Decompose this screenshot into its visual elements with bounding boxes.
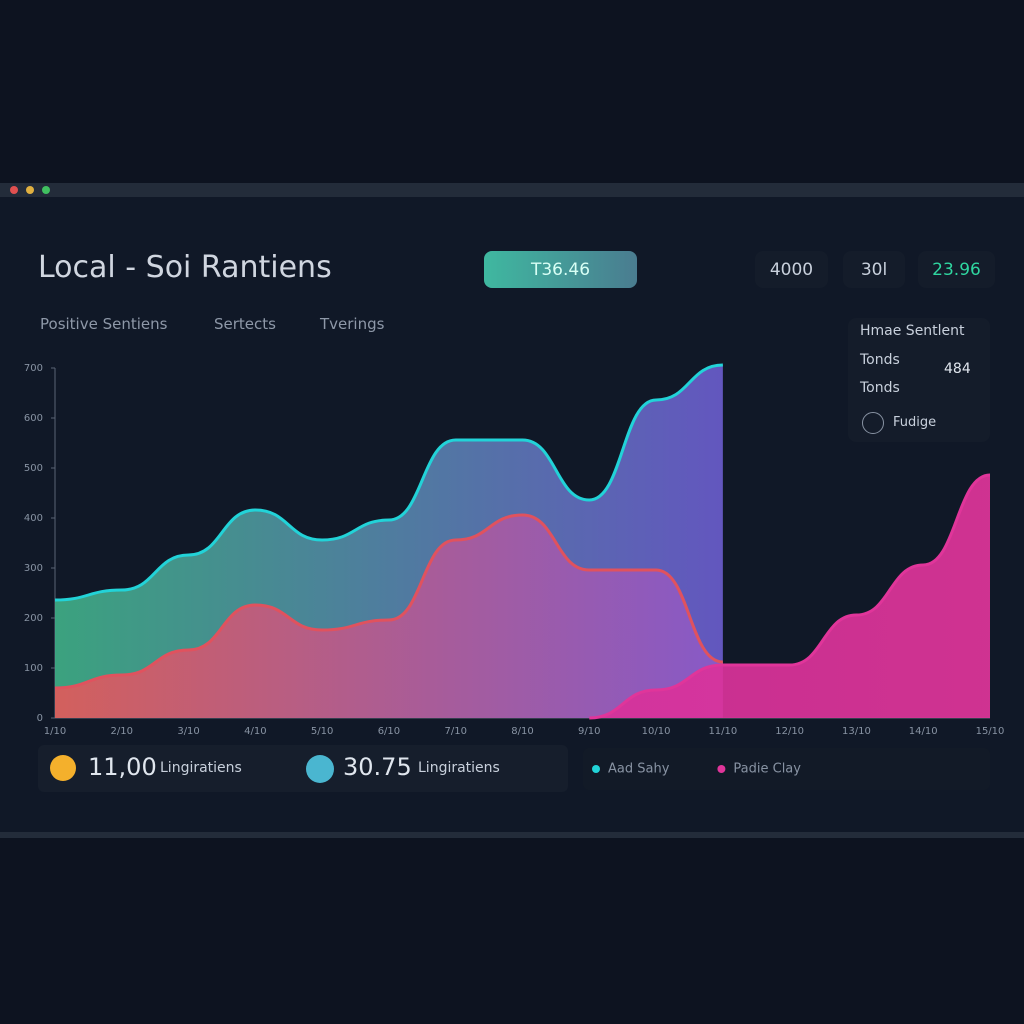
summary-value: 11,00: [88, 753, 157, 781]
panel-icon[interactable]: [862, 412, 884, 434]
y-tick-label: 300: [24, 563, 43, 574]
x-tick-label: 3/10: [177, 726, 199, 737]
y-tick-label: 600: [24, 413, 43, 424]
summary-box: [38, 745, 568, 792]
y-tick-label: 200: [24, 613, 43, 624]
legend-label: Aad Sahy: [608, 762, 670, 777]
y-tick-label: 400: [24, 513, 43, 524]
x-tick-label: 7/10: [444, 726, 466, 737]
panel-row: Tonds: [860, 380, 900, 396]
area-fill: [55, 515, 723, 718]
summary-label: Lingiratiens: [160, 760, 242, 776]
legend-box: [583, 748, 990, 790]
x-tick-label: 5/10: [311, 726, 333, 737]
x-tick-label: 2/10: [111, 726, 133, 737]
panel-value: 484: [944, 361, 971, 377]
summary-label: Lingiratiens: [418, 760, 500, 776]
tab[interactable]: Tverings: [320, 315, 385, 333]
legend-dot: [592, 765, 600, 773]
y-tick-label: 500: [24, 463, 43, 474]
x-tick-label: 13/10: [842, 726, 871, 737]
panel-button[interactable]: Fudige: [893, 415, 937, 430]
panel-row: Tonds: [860, 352, 900, 368]
x-tick-label: 6/10: [378, 726, 400, 737]
x-tick-label: 15/10: [976, 726, 1005, 737]
summary-icon: [50, 755, 76, 781]
search[interactable]: T36.46: [484, 251, 637, 288]
max-dot[interactable]: [42, 186, 50, 194]
x-tick-label: 9/10: [578, 726, 600, 737]
y-tick-label: 0: [37, 713, 43, 724]
area-fill: [589, 475, 990, 718]
x-tick-label: 10/10: [642, 726, 671, 737]
area-line: [54, 363, 723, 602]
x-tick-label: 11/10: [708, 726, 737, 737]
tab[interactable]: Positive Sentiens: [40, 315, 168, 333]
min-dot[interactable]: [26, 186, 34, 194]
x-tick-label: 1/10: [44, 726, 66, 737]
close-dot[interactable]: [10, 186, 18, 194]
legend-label: Padie Clay: [733, 762, 801, 777]
x-tick-label: 12/10: [775, 726, 804, 737]
x-tick-label: 14/10: [909, 726, 938, 737]
y-tick-label: 100: [24, 663, 43, 674]
y-tick-label: 700: [24, 363, 43, 374]
panel-title: Hmae Sentlent: [860, 323, 965, 339]
stat: 4000: [755, 251, 828, 288]
tab[interactable]: Sertects: [214, 315, 276, 333]
area-line: [589, 473, 991, 720]
summary-icon: [306, 755, 334, 783]
stat: 30l: [843, 251, 905, 288]
summary-value: 30.75: [343, 753, 412, 781]
area-line: [54, 513, 724, 690]
stat: 23.96: [918, 251, 995, 288]
x-tick-label: 8/10: [511, 726, 533, 737]
legend-dot: [717, 765, 726, 773]
x-tick-label: 4/10: [244, 726, 266, 737]
title: Local - Soi Rantiens: [38, 250, 332, 285]
